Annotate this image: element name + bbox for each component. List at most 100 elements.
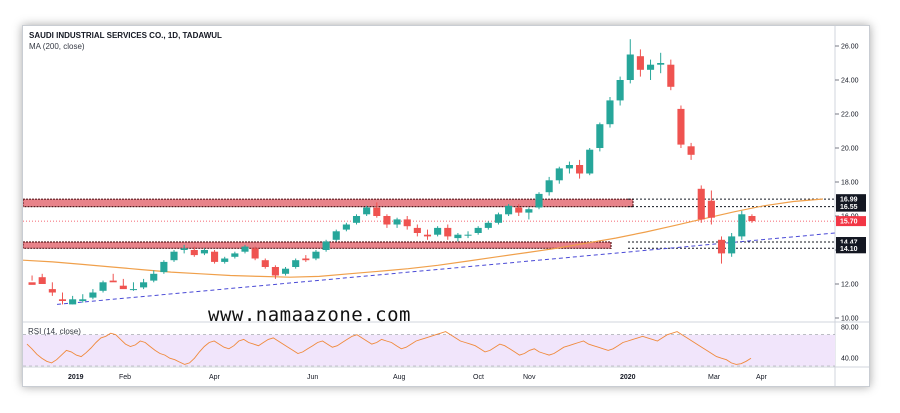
time-tick-label: Apr: [209, 374, 221, 381]
candle: [281, 267, 290, 276]
candle: [261, 258, 269, 269]
candle-body: [332, 231, 340, 240]
candle: [109, 273, 117, 283]
candle: [444, 224, 452, 240]
price-level-tag-label: 16.55: [840, 204, 858, 211]
price-level-tag-bg: [836, 243, 866, 254]
candle-body: [160, 261, 168, 273]
candle: [738, 210, 746, 240]
price-tick-label: 22.00: [841, 112, 859, 119]
candle-body: [505, 205, 513, 215]
candle-body: [261, 260, 269, 267]
time-tick-label: Apr: [756, 374, 768, 381]
candle-body: [707, 200, 715, 218]
price-tick-label: 10.00: [841, 316, 859, 323]
candle: [646, 59, 655, 80]
candle-body: [667, 64, 675, 87]
candle-body: [99, 282, 107, 291]
candle: [484, 221, 492, 230]
candle: [363, 205, 371, 216]
candle: [150, 270, 158, 283]
candle-body: [464, 234, 472, 236]
candle-body: [129, 289, 138, 291]
candle-body: [79, 299, 87, 301]
candle: [697, 185, 705, 223]
candle: [545, 176, 553, 196]
candle: [707, 190, 715, 225]
rsi-band: [23, 334, 835, 366]
time-tick-label: Jun: [307, 374, 318, 381]
candle-body: [352, 216, 361, 223]
candle-body: [403, 219, 411, 227]
candle-body: [687, 146, 695, 155]
candle: [464, 231, 472, 239]
price-tick-label: 12.00: [841, 282, 859, 289]
candle-body: [444, 227, 452, 237]
rsi-tick-label: 80.00: [841, 324, 859, 331]
price-level-tag-bg: [836, 216, 866, 227]
candle: [69, 295, 77, 305]
candle-body: [677, 108, 685, 145]
candle: [636, 49, 644, 77]
candle-body: [58, 299, 67, 301]
candle-body: [393, 219, 401, 225]
candle: [373, 202, 381, 218]
candle: [515, 204, 523, 216]
candle: [332, 229, 340, 242]
price-tick-label: 18.00: [841, 180, 859, 187]
candle-body: [38, 277, 46, 284]
candle-body: [170, 251, 178, 261]
price-level-tag-label: 15.70: [840, 219, 858, 226]
candle-body: [241, 246, 249, 252]
candle-body: [717, 239, 726, 254]
chart-legend: SAUDI INDUSTRIAL SERVICES CO., 1D, TADAW…: [29, 30, 222, 52]
candle: [58, 292, 67, 305]
candle-body: [484, 222, 492, 228]
candle: [505, 204, 513, 216]
candle: [667, 59, 675, 91]
candle: [119, 278, 127, 290]
candle: [231, 251, 239, 259]
candle-body: [636, 56, 644, 70]
candle: [352, 214, 361, 225]
candle: [657, 52, 665, 74]
chart-panel[interactable]: SAUDI INDUSTRIAL SERVICES CO., 1D, TADAW…: [22, 25, 870, 387]
candle-body: [150, 273, 158, 281]
candle-body: [616, 80, 624, 101]
candle: [302, 255, 310, 262]
candle: [728, 233, 736, 257]
price-chart-svg[interactable]: 26.0024.0022.0020.0018.0016.0014.0012.00…: [23, 26, 869, 386]
candle: [28, 275, 36, 285]
candle-body: [89, 292, 97, 298]
time-tick-label: Aug: [393, 374, 406, 381]
candle: [89, 289, 97, 300]
candle: [393, 217, 401, 228]
time-tick-label: Mar: [708, 374, 721, 381]
candle: [626, 39, 634, 84]
rsi-indicator-label: RSI (14, close): [28, 327, 81, 336]
candle: [190, 246, 198, 257]
price-level-tag-bg: [836, 194, 866, 205]
candle-body: [48, 289, 56, 293]
candle: [413, 224, 421, 237]
support-resistance-zone: [23, 198, 634, 208]
candle-body: [748, 216, 756, 222]
price-tick-label: 24.00: [841, 78, 859, 85]
price-level-tag-label: 14.47: [840, 240, 858, 247]
candle-body: [342, 224, 350, 230]
price-level-tag-label: 16.99: [840, 197, 858, 204]
candle-body: [494, 214, 503, 223]
candle: [383, 214, 391, 228]
candle: [555, 166, 563, 184]
candle: [129, 282, 138, 291]
candle-body: [626, 54, 634, 80]
price-tick-label: 20.00: [841, 146, 859, 153]
candle-body: [109, 280, 117, 283]
ma-indicator-label: MA (200, close): [29, 42, 85, 51]
candle: [748, 214, 756, 223]
ma200-line: [23, 198, 824, 278]
candle: [434, 226, 442, 237]
candle: [606, 97, 614, 128]
candle: [251, 246, 259, 261]
candle-body: [180, 248, 188, 250]
